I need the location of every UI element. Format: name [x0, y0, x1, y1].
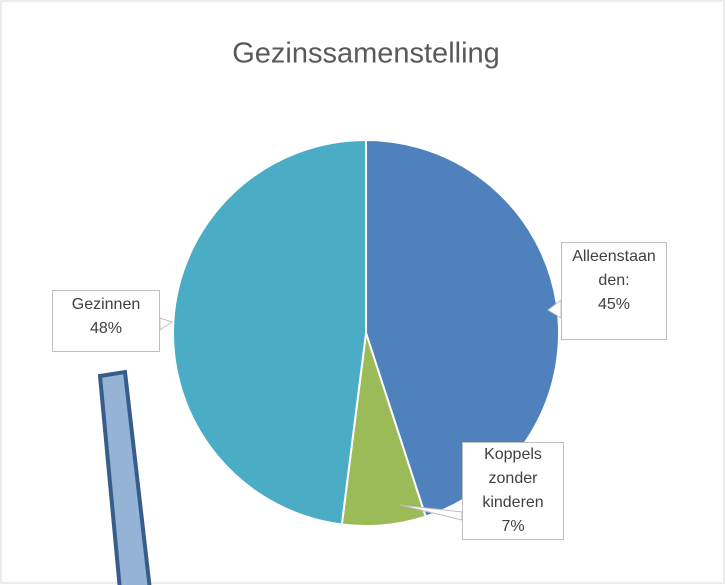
label-value: 48%: [89, 320, 123, 337]
pie-slice: [172, 138, 367, 526]
data-label: Alleenstaanden: 45%: [561, 242, 667, 340]
label-value: 7%: [501, 518, 525, 535]
label-category: Alleenstaanden:: [572, 248, 656, 289]
chart-title: Gezinssamenstelling: [232, 38, 500, 70]
pie: [172, 138, 560, 527]
data-label: Koppels zonder kinderen 7%: [462, 442, 564, 540]
arrow-shape: [97, 369, 152, 585]
label-category: Koppels zonder kinderen: [482, 446, 544, 511]
label-value: 45%: [597, 296, 631, 313]
data-label: Gezinnen 48%: [52, 290, 160, 352]
label-category: Gezinnen: [71, 296, 141, 313]
callout-pointer: [159, 317, 174, 331]
